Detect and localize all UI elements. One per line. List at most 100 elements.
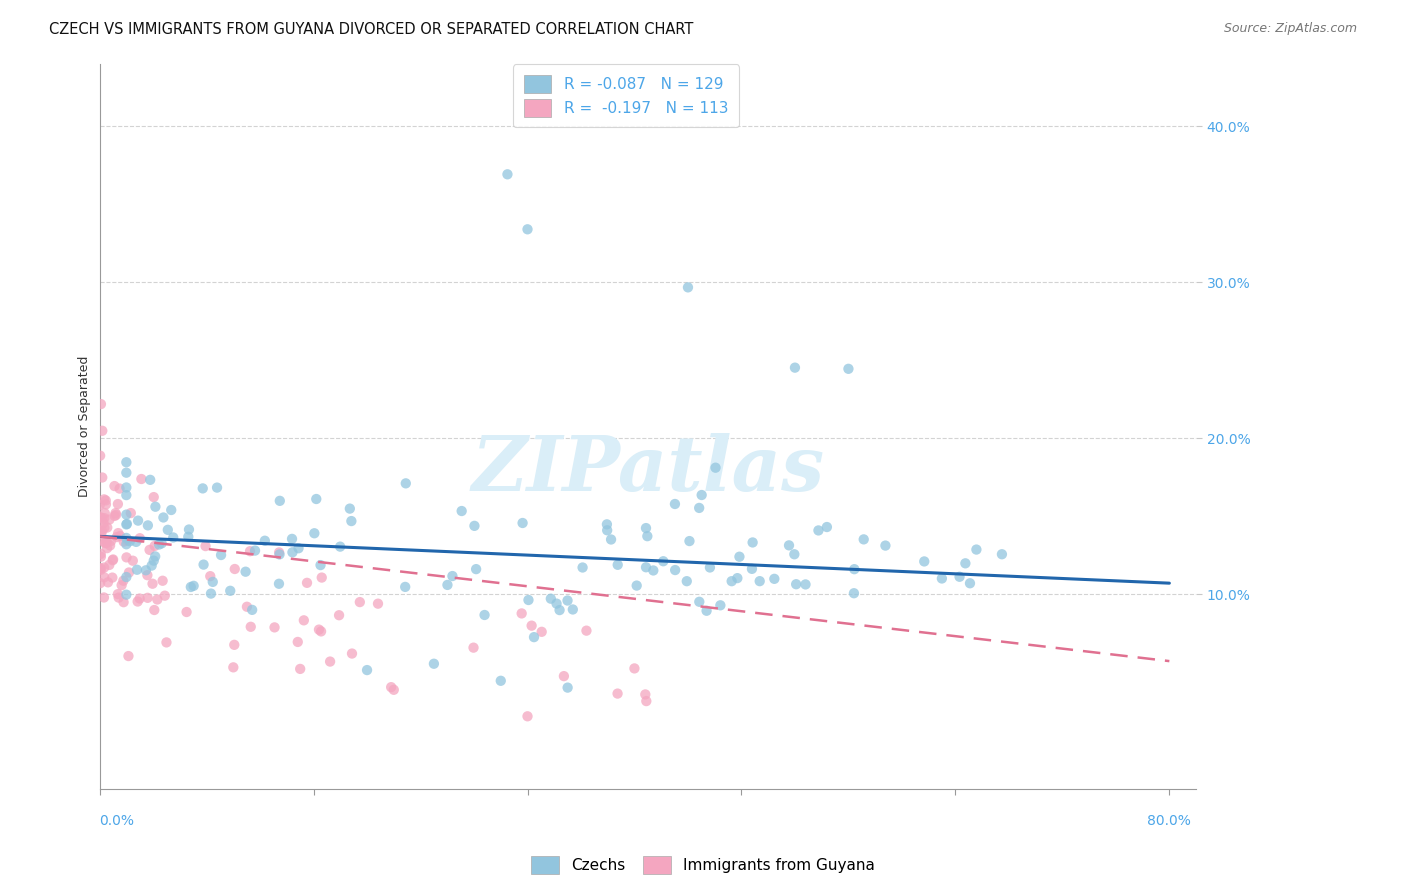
- Point: [349, 595, 371, 609]
- Point: [98, 539, 121, 553]
- Point: [115, 508, 138, 522]
- Point: [177, 530, 200, 544]
- Point: [292, 613, 315, 627]
- Point: [309, 558, 332, 573]
- Point: [540, 591, 562, 606]
- Point: [93, 560, 115, 574]
- Point: [115, 516, 138, 531]
- Point: [90, 527, 112, 541]
- Point: [675, 574, 697, 589]
- Point: [339, 501, 361, 516]
- Point: [89, 449, 111, 463]
- Point: [634, 560, 657, 574]
- Text: 80.0%: 80.0%: [1147, 814, 1191, 828]
- Point: [512, 516, 534, 530]
- Point: [93, 492, 115, 507]
- Point: [489, 673, 512, 688]
- Point: [148, 537, 170, 551]
- Point: [596, 523, 619, 537]
- Legend: R = -0.087   N = 129, R =  -0.197   N = 113: R = -0.087 N = 129, R = -0.197 N = 113: [513, 64, 738, 128]
- Point: [89, 498, 111, 512]
- Point: [112, 595, 135, 609]
- Point: [160, 503, 183, 517]
- Point: [395, 476, 418, 491]
- Point: [474, 607, 496, 622]
- Point: [131, 472, 153, 486]
- Point: [200, 586, 222, 600]
- Point: [91, 470, 114, 484]
- Point: [688, 595, 710, 609]
- Point: [107, 497, 129, 511]
- Point: [931, 572, 953, 586]
- Point: [91, 424, 114, 438]
- Point: [783, 360, 806, 375]
- Point: [382, 682, 405, 697]
- Point: [120, 506, 142, 520]
- Point: [546, 597, 568, 611]
- Point: [600, 533, 623, 547]
- Point: [111, 578, 134, 592]
- Point: [180, 580, 202, 594]
- Point: [304, 526, 326, 541]
- Point: [162, 531, 184, 545]
- Point: [575, 624, 598, 638]
- Point: [269, 545, 291, 559]
- Point: [205, 481, 228, 495]
- Point: [224, 638, 246, 652]
- Point: [340, 647, 363, 661]
- Point: [328, 608, 350, 623]
- Point: [201, 574, 224, 589]
- Point: [516, 709, 538, 723]
- Point: [127, 514, 149, 528]
- Point: [90, 549, 112, 564]
- Point: [115, 517, 138, 532]
- Point: [224, 562, 246, 576]
- Point: [121, 554, 143, 568]
- Point: [530, 624, 553, 639]
- Point: [146, 592, 169, 607]
- Point: [101, 571, 124, 585]
- Point: [523, 630, 546, 644]
- Point: [465, 562, 488, 576]
- Point: [183, 579, 205, 593]
- Point: [606, 558, 628, 572]
- Point: [709, 599, 731, 613]
- Point: [394, 580, 416, 594]
- Point: [97, 575, 120, 590]
- Point: [263, 620, 285, 634]
- Point: [194, 539, 217, 553]
- Point: [177, 523, 200, 537]
- Point: [596, 517, 619, 532]
- Point: [138, 542, 160, 557]
- Point: [115, 550, 138, 565]
- Point: [222, 660, 245, 674]
- Point: [634, 521, 657, 535]
- Point: [115, 570, 138, 584]
- Point: [380, 680, 402, 694]
- Point: [93, 591, 115, 605]
- Point: [115, 537, 138, 551]
- Point: [794, 577, 817, 591]
- Point: [623, 661, 645, 675]
- Point: [153, 589, 176, 603]
- Text: CZECH VS IMMIGRANTS FROM GUYANA DIVORCED OR SEPARATED CORRELATION CHART: CZECH VS IMMIGRANTS FROM GUYANA DIVORCED…: [49, 22, 693, 37]
- Point: [626, 578, 648, 592]
- Point: [94, 493, 117, 508]
- Point: [105, 508, 128, 522]
- Point: [356, 663, 378, 677]
- Point: [329, 540, 352, 554]
- Point: [90, 547, 112, 561]
- Point: [96, 541, 118, 556]
- Point: [128, 591, 150, 606]
- Point: [117, 648, 139, 663]
- Point: [141, 576, 163, 591]
- Point: [807, 524, 830, 538]
- Point: [699, 560, 721, 574]
- Point: [696, 604, 718, 618]
- Point: [243, 543, 266, 558]
- Point: [108, 482, 131, 496]
- Point: [127, 594, 149, 608]
- Point: [704, 460, 727, 475]
- Point: [235, 565, 257, 579]
- Point: [309, 624, 332, 639]
